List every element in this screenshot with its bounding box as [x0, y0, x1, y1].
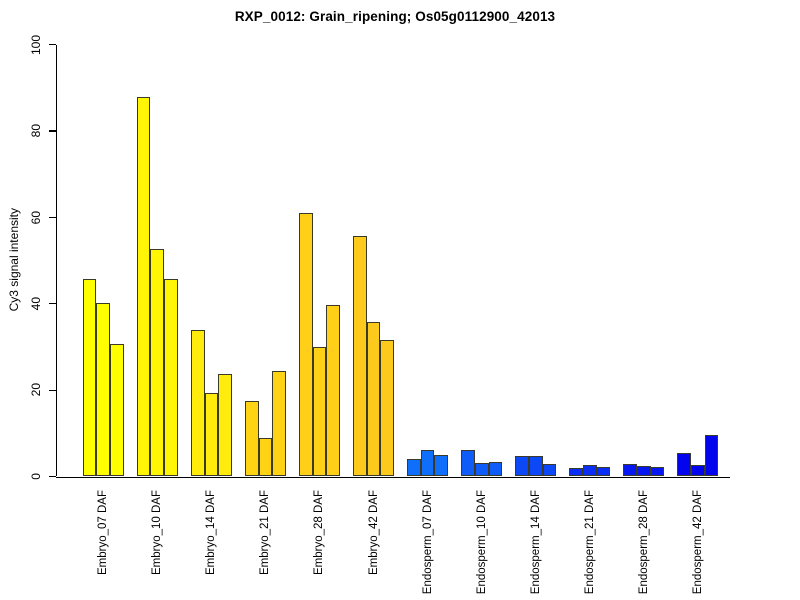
bar-Embryo_10_DAF-rep3	[164, 278, 178, 477]
y-tick-label: 40	[28, 282, 43, 326]
bar-Endosperm_28_DAF-rep1	[623, 463, 637, 477]
bar-Endosperm_07_DAF-rep2	[420, 450, 435, 477]
y-tick-label-text: 60	[28, 210, 43, 225]
bar-Endosperm_14_DAF-rep3	[542, 463, 557, 477]
bar-Endosperm_07_DAF-rep1	[407, 459, 421, 477]
x-group-label: Embryo_28 DAF	[311, 490, 327, 600]
x-group-label: Endosperm_28 DAF	[636, 490, 652, 600]
bar-Endosperm_42_DAF-rep2	[691, 465, 705, 477]
bar-Embryo_07_DAF-rep3	[110, 343, 124, 477]
x-group-label: Embryo_42 DAF	[366, 490, 382, 600]
bar-Endosperm_14_DAF-rep1	[515, 455, 529, 477]
x-group-label-text: Endosperm_21 DAF	[583, 490, 596, 595]
bar-Embryo_42_DAF-rep2	[366, 322, 381, 477]
y-axis-line	[56, 44, 58, 477]
bar-Endosperm_10_DAF-rep1	[461, 450, 475, 477]
y-axis-tick	[49, 130, 56, 132]
x-group-label-text: Embryo_42 DAF	[367, 490, 380, 576]
bar-Embryo_28_DAF-rep1	[298, 213, 313, 477]
bar-Embryo_14_DAF-rep1	[190, 329, 205, 477]
bar-Embryo_07_DAF-rep2	[96, 302, 111, 477]
bar-Embryo_42_DAF-rep1	[353, 235, 367, 477]
x-group-label-text: Embryo_10 DAF	[151, 490, 164, 576]
x-group-label-text: Endosperm_07 DAF	[421, 490, 434, 595]
bar-Embryo_28_DAF-rep2	[312, 347, 327, 477]
bar-Embryo_10_DAF-rep2	[150, 249, 165, 477]
bar-Embryo_10_DAF-rep1	[136, 96, 151, 477]
x-axis-line	[56, 476, 730, 478]
bar-Endosperm_21_DAF-rep3	[596, 467, 611, 477]
y-tick-label: 0	[28, 455, 43, 499]
bar-Endosperm_21_DAF-rep1	[569, 468, 583, 477]
x-group-label: Endosperm_10 DAF	[474, 490, 490, 600]
x-group-label: Endosperm_07 DAF	[420, 490, 436, 600]
x-group-label: Endosperm_21 DAF	[582, 490, 598, 600]
x-group-label: Endosperm_42 DAF	[690, 490, 706, 600]
bar-Embryo_21_DAF-rep2	[258, 438, 273, 477]
bar-Embryo_07_DAF-rep1	[82, 278, 97, 477]
bar-Endosperm_10_DAF-rep2	[474, 462, 489, 477]
bar-Endosperm_14_DAF-rep2	[528, 455, 543, 477]
bar-Endosperm_21_DAF-rep2	[582, 465, 597, 477]
bar-Embryo_14_DAF-rep3	[218, 373, 232, 477]
y-tick-label-text: 40	[28, 297, 43, 311]
x-group-label-text: Embryo_28 DAF	[313, 490, 326, 576]
x-group-label: Embryo_10 DAF	[149, 490, 165, 600]
y-axis-tick	[49, 389, 56, 391]
y-axis-tick	[49, 303, 56, 305]
bar-Endosperm_28_DAF-rep2	[637, 465, 651, 477]
bar-Embryo_42_DAF-rep3	[380, 340, 395, 477]
y-tick-label-text: 80	[28, 124, 43, 138]
y-tick-label: 80	[28, 109, 43, 153]
x-group-label-text: Embryo_14 DAF	[205, 490, 218, 576]
x-group-label-text: Endosperm_10 DAF	[475, 490, 488, 595]
bar-Endosperm_42_DAF-rep1	[677, 453, 692, 477]
y-tick-label: 60	[28, 195, 43, 239]
bar-Embryo_21_DAF-rep3	[272, 370, 286, 477]
y-tick-label: 20	[28, 368, 43, 412]
y-axis-tick	[49, 475, 56, 478]
y-tick-label-text: 20	[28, 383, 43, 397]
x-group-label-text: Endosperm_42 DAF	[691, 490, 704, 595]
x-group-label-text: Embryo_21 DAF	[259, 490, 272, 576]
y-axis-tick	[49, 44, 56, 46]
y-tick-label-text: 100	[28, 34, 43, 55]
bar-Endosperm_42_DAF-rep3	[704, 435, 719, 477]
x-group-label: Embryo_07 DAF	[95, 490, 111, 600]
chart-title: RXP_0012: Grain_ripening; Os05g0112900_4…	[234, 9, 556, 24]
y-tick-label-text: 0	[28, 473, 43, 480]
bar-Endosperm_28_DAF-rep3	[650, 466, 665, 477]
bar-Endosperm_07_DAF-rep3	[434, 454, 449, 477]
x-group-label-text: Embryo_07 DAF	[97, 490, 110, 576]
bar-Embryo_28_DAF-rep3	[326, 304, 341, 477]
y-axis-tick	[49, 216, 56, 218]
x-group-label-text: Endosperm_14 DAF	[529, 490, 542, 595]
x-group-label: Endosperm_14 DAF	[528, 490, 544, 600]
y-tick-label: 100	[28, 23, 43, 67]
bar-Embryo_21_DAF-rep1	[244, 401, 259, 477]
bar-Endosperm_10_DAF-rep3	[488, 461, 503, 477]
bar-Embryo_14_DAF-rep2	[204, 393, 219, 477]
x-group-label: Embryo_14 DAF	[203, 490, 219, 600]
x-group-label-text: Endosperm_28 DAF	[637, 490, 650, 595]
x-group-label: Embryo_21 DAF	[257, 490, 273, 600]
